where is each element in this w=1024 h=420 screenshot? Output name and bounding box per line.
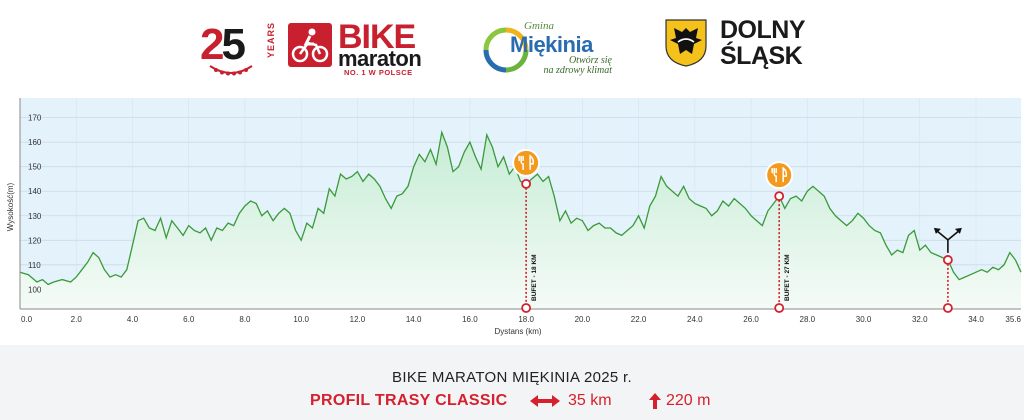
bike-word: BIKE [338, 18, 416, 56]
gmina-miekinia-logo: Gmina Miękinia Otwórz się na zdrowy klim… [480, 14, 620, 80]
climb-value: 220 m [666, 392, 711, 409]
x-tick-label: 34.0 [968, 315, 984, 324]
food-icon [512, 148, 541, 177]
marker-label: BUFET - 18 KM [531, 254, 538, 301]
x-tick-label: 28.0 [800, 315, 816, 324]
anniversary-number: 25 [200, 20, 246, 69]
x-tick-label: 6.0 [183, 315, 195, 324]
route-marker: BUFET - 18 KM [512, 148, 541, 313]
marker-label: BUFET - 27 KM [784, 254, 791, 301]
elevation-profile-chart: 0.0 2.0 4.0 6.0 8.0 10.0 12.0 14.0 16.0 18.0 20.0 2… [6, 98, 1022, 336]
x-tick-label: 20.0 [575, 315, 591, 324]
anniversary-years-text: YEARS [266, 22, 276, 59]
eagle-shield-icon [665, 19, 707, 67]
marker-point [774, 191, 785, 202]
x-tick-label: 30.0 [856, 315, 872, 324]
sponsor-logos: 25 YEARS BIKE maraton NO. 1 W POLSCE [0, 0, 1024, 95]
x-tick-label: 22.0 [631, 315, 647, 324]
y-tick-label: 150 [28, 163, 42, 172]
gmina-name: Miękinia [510, 32, 593, 57]
x-tick-label: 10.0 [293, 315, 309, 324]
x-tick-label: 8.0 [239, 315, 251, 324]
x-tick-label: 32.0 [912, 315, 928, 324]
gmina-slogan: Otwórz się na zdrowy klimat [543, 55, 612, 76]
double-arrow-icon [530, 395, 560, 407]
climb-info: 220 m [648, 390, 710, 412]
x-tick-label: 12.0 [350, 315, 366, 324]
x-tick-label: 2.0 [71, 315, 83, 324]
x-tick-label: 24.0 [687, 315, 703, 324]
gmina-ring-icon [483, 27, 529, 73]
y-tick-label: 130 [28, 212, 42, 221]
laurel-icon [209, 65, 253, 76]
slask-word: ŚLĄSK [720, 42, 803, 70]
gmina-prefix: Gmina [524, 20, 554, 32]
x-axis-label: Dystans (km) [494, 327, 541, 336]
x-tick-label: 26.0 [743, 315, 759, 324]
cyclist-icon [288, 23, 332, 67]
route-marker: BUFET - 27 KM [765, 161, 794, 313]
distance-value: 35 km [568, 392, 612, 409]
marker-base-point [774, 303, 785, 313]
y-tick-label: 120 [28, 236, 42, 245]
fork-split-icon [933, 227, 962, 253]
event-title: BIKE MARATON MIĘKINIA 2025 r. [392, 369, 632, 386]
x-tick-label: 18.0 [518, 315, 534, 324]
marker-point [942, 255, 953, 265]
x-tick-label: 0.0 [21, 315, 33, 324]
x-tick-label: 14.0 [406, 315, 422, 324]
x-tick-label: 16.0 [462, 315, 478, 324]
bike-maraton-logo: BIKE maraton NO. 1 W POLSCE [288, 18, 438, 80]
x-tick-label: 35.6 [1005, 315, 1021, 324]
up-arrow-icon [649, 393, 661, 409]
y-axis-label: Wysokość(m) [6, 182, 15, 231]
y-tick-label: 170 [28, 114, 42, 123]
dolny-word: DOLNY [720, 16, 806, 44]
x-tick-label: 4.0 [127, 315, 139, 324]
footer: BIKE MARATON MIĘKINIA 2025 r. PROFIL TRA… [0, 345, 1024, 420]
dolny-slask-logo: DOLNY ŚLĄSK [664, 16, 834, 74]
y-tick-label: 160 [28, 138, 42, 147]
elevation-area [20, 132, 1021, 309]
marker-base-point [942, 303, 953, 313]
bike-tagline: NO. 1 W POLSCE [344, 68, 413, 77]
distance-info: 35 km [528, 390, 612, 412]
y-tick-label: 140 [28, 187, 42, 196]
route-profile-title: PROFIL TRASY CLASSIC [310, 392, 508, 409]
marker-point [521, 178, 532, 189]
anniversary-logo: 25 YEARS [200, 18, 285, 78]
marker-base-point [521, 303, 532, 313]
y-tick-label: 100 [28, 285, 42, 294]
maraton-word: maraton [338, 46, 422, 71]
route-marker [933, 227, 962, 313]
food-icon [765, 161, 794, 190]
y-tick-label: 110 [28, 261, 41, 270]
